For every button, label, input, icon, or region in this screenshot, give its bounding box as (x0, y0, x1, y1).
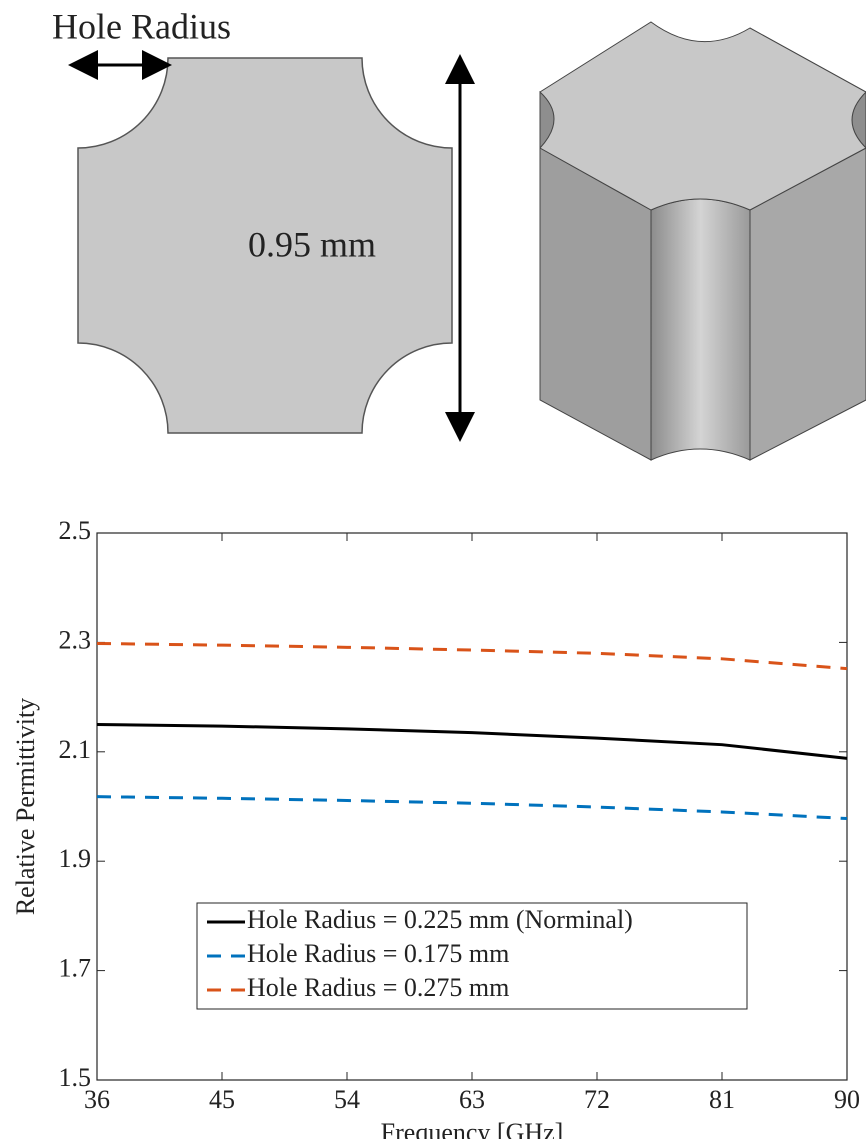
x-tick-label: 36 (84, 1085, 110, 1114)
hole-radius-label: Hole Radius (52, 6, 231, 46)
x-tick-label: 63 (459, 1085, 485, 1114)
x-axis-label: Frequency [GHz] (381, 1118, 564, 1139)
x-tick-label: 72 (584, 1085, 610, 1114)
figure: Hole Radius 0.95 mm 1.51.71.92.12.32.536… (0, 0, 866, 1139)
diagram: Hole Radius 0.95 mm (52, 6, 866, 460)
y-tick-label: 1.7 (59, 954, 92, 983)
legend-label: Hole Radius = 0.175 mm (247, 939, 509, 968)
dimension-label: 0.95 mm (248, 224, 376, 264)
x-tick-label: 54 (334, 1085, 360, 1114)
hole-face (651, 199, 750, 460)
y-tick-label: 2.1 (59, 735, 92, 764)
y-tick-label: 2.3 (59, 625, 92, 654)
y-tick-label: 2.5 (59, 516, 92, 545)
y-tick-label: 1.9 (59, 844, 92, 873)
x-tick-label: 90 (834, 1085, 860, 1114)
x-tick-label: 81 (709, 1085, 735, 1114)
legend-label: Hole Radius = 0.225 mm (Norminal) (247, 905, 633, 934)
x-tick-label: 45 (209, 1085, 235, 1114)
y-axis-label: Relative Permittivity (11, 698, 40, 915)
legend-label: Hole Radius = 0.275 mm (247, 973, 509, 1002)
